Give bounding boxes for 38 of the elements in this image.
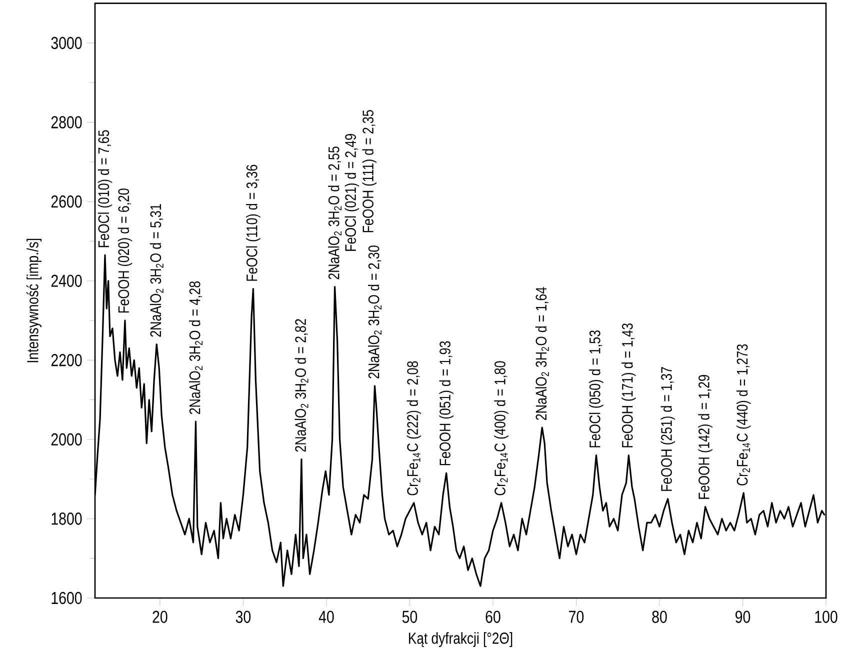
y-tick-label: 3000 xyxy=(51,36,82,50)
annotation: FeOOH (111) d = 2,35 xyxy=(362,110,377,232)
y-tick-label: 2200 xyxy=(51,354,82,366)
annotation: FeOOH (171) d = 1,43 xyxy=(622,323,636,448)
y-tick-label: 2800 xyxy=(51,116,82,128)
annotation: 2NaAlO$_{2}$ 3H$_{2}$O d = 4,28 xyxy=(188,281,202,414)
x-tick-label: 40 xyxy=(318,610,334,623)
y-tick-label: 1800 xyxy=(52,512,82,525)
x-axis-title: Kąt dyfrakcji [°2Θ] xyxy=(409,632,512,648)
y-tick-label: 1600 xyxy=(52,592,82,604)
annotation: 2NaAlO$_{2}$ 3H$_{2}$O d = 2,82 xyxy=(294,319,308,452)
annotation: 2NaAlO$_{2}$ 3H$_{2}$O d = 5,31 xyxy=(150,204,164,337)
annotation: 2NaAlO$_{2}$ 3H$_{2}$O d = 1,64 xyxy=(535,287,549,420)
annotation: FeOCl (010) d = 7,65 xyxy=(98,130,112,248)
annotation: FeOOH (251) d = 1,37 xyxy=(660,367,675,491)
annotation: FeOOH (051) d = 1,93 xyxy=(439,341,454,466)
x-tick-label: 30 xyxy=(236,610,251,623)
x-tick-label: 20 xyxy=(152,610,168,623)
y-tick-label: 2600 xyxy=(51,195,82,208)
x-tick-label: 80 xyxy=(652,610,667,623)
x-tick-label: 100 xyxy=(815,610,838,623)
x-tick-label: 50 xyxy=(402,610,418,623)
annotation: FeOCl (021) d = 2,49 xyxy=(344,134,360,251)
annotation: 2NaAlO$_{2}$ 3H$_{2}$O d = 2,30 xyxy=(368,246,382,378)
x-tick-label: 70 xyxy=(569,610,584,623)
y-tick-label: 2400 xyxy=(51,274,82,287)
y-tick-label: 2000 xyxy=(51,433,82,446)
annotation: Cr$_{2}$Fe$_{14}$C (222) d = 2,08 xyxy=(406,361,422,496)
annotation: FeOCl (110) d = 3,36 xyxy=(246,164,260,281)
y-axis-title: Intensywność [imp./s] xyxy=(26,238,42,362)
annotation: FeOOH (142) d = 1,29 xyxy=(698,375,712,499)
annotation: Cr$_{2}$Fe$_{14}$C (440) d = 1,273 xyxy=(736,344,751,486)
annotation: Cr$_{2}$Fe$_{14}$C (400) d = 1,80 xyxy=(494,361,508,496)
x-tick-label: 90 xyxy=(736,610,750,623)
annotation: 2NaAlO$_{2}$ 3H$_{2}$O d = 2,55 xyxy=(328,146,342,280)
annotation: FeOOH (020) d = 6,20 xyxy=(118,188,132,313)
x-tick-label: 60 xyxy=(486,610,500,623)
annotation: FeOCl (050) d = 1,53 xyxy=(589,330,604,448)
